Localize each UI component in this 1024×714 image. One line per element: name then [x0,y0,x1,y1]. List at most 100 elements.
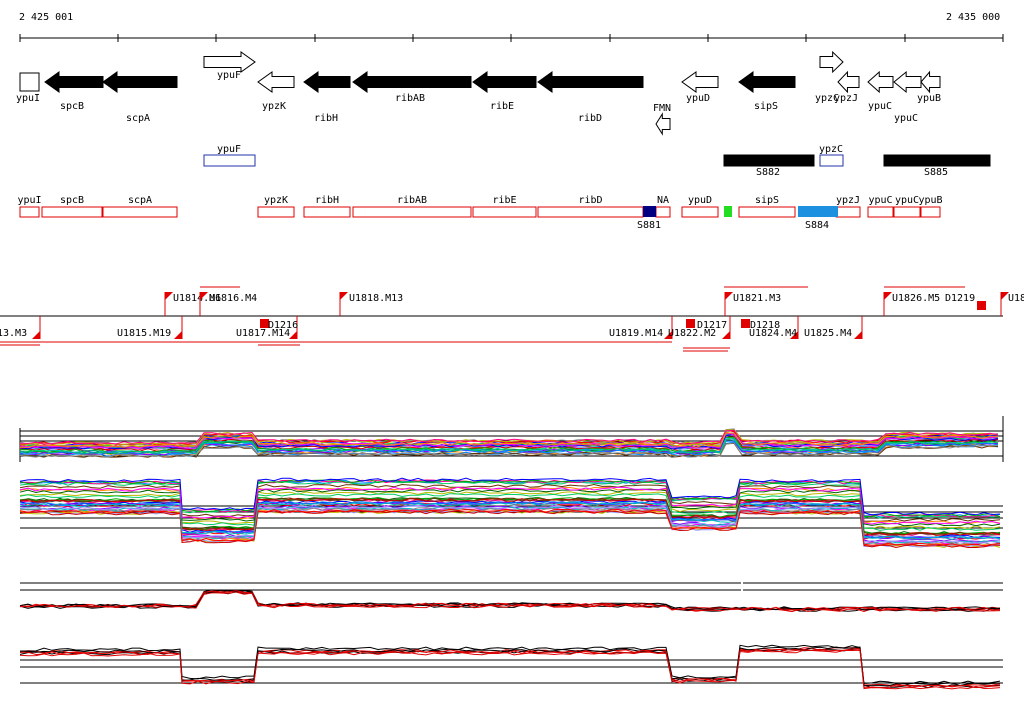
gene-scpa: scpA [102,71,178,124]
feature-label: ypuI [17,195,41,206]
segment-upper: U1818.M13 [339,292,403,316]
gene-label: ypuC [868,101,892,112]
feature-mark [798,206,838,217]
feature-label: ribAB [397,195,427,206]
gene-arrow-shape [352,71,472,93]
position-ruler [19,34,1004,42]
feature-box [102,206,178,218]
feature-box [537,206,644,218]
segment-label: U1815.M19 [117,328,171,339]
feature-label: ypuC [868,195,892,206]
gene-arrow-shape [303,71,351,93]
gene-arrow-shape [537,71,644,93]
segment-flag [854,331,862,339]
segment-label: U1814.M6 [173,293,221,304]
segment-upper: U1821.M3 [724,292,781,316]
feature-box [920,206,941,218]
segment-upper: U18 [1000,292,1024,316]
segment-label: D1217 [697,320,727,331]
segment-flag [200,292,208,300]
gene-arrow-shape [738,71,796,93]
gene-ypuc: ypuC [893,70,922,124]
segment-lower: D1217 [686,319,727,331]
segment-label: U1816.M4 [209,293,257,304]
feature-label: ribH [315,195,339,206]
feature-box [19,206,40,218]
region-ypuf [203,154,256,167]
ruler-end-label: 2 435 000 [946,12,1001,23]
gene-track: ypuI spcB scpA ypuF ypzK ribH ribAB ribE ribD FMN… [16,50,941,136]
gene-label: ypuF [217,70,241,81]
segment-flag [165,292,173,300]
deletion-mark [741,319,750,328]
profile-line-middle [19,477,1001,516]
feature-box [41,206,103,218]
segment-flag [722,331,730,339]
segment-upper: U1826.M5 [883,292,940,316]
segment-label: U1825.M4 [804,328,852,339]
segment-flag [664,331,672,339]
gene-arrow-shape [893,70,922,94]
segment-label: D1216 [268,320,298,331]
segment-label: U18 [1008,293,1024,304]
gene-ribab: ribAB [352,71,472,104]
profile-line-middle [19,510,1001,549]
feature-mark-label: S884 [805,220,829,231]
segment-label: 13.M3 [0,328,27,339]
gene-ypud: ypuD [681,71,719,104]
gene-ypzj: ypzJ [834,70,860,104]
feature-label: ypzK [264,195,288,206]
gene-arrow-shape [472,71,537,93]
gene-arrow-shape [44,71,104,93]
gene-arrow-shape [819,50,844,74]
gene-fmn: FMN [653,103,671,136]
segment-label: U1817.M14 [236,328,290,339]
feature-mark [643,206,656,217]
gene-label: FMN [653,103,671,114]
segment-label: U1818.M13 [349,293,403,304]
summary-line-lower [20,648,1001,689]
segment-lower: 13.M3 [0,316,41,339]
profile-line-upper [19,429,999,445]
gene-ribe: ribE [472,71,537,112]
summary-profile-track [19,578,1003,690]
gene-ypzk: ypzK [257,71,295,112]
gene-label: ypuI [16,93,40,104]
segment-upper: U1816.M4 [199,292,257,316]
summary-line-lower [19,648,1001,689]
feature-box [257,206,295,218]
gene-arrow-shape [867,70,894,94]
profile-line-upper [19,442,998,458]
feature-track: ypuI spcB scpA ypzK ribH ribAB ribE ribD NA ypuD s… [17,195,942,231]
feature-box [867,206,894,218]
summary-line-upper [19,589,1001,611]
feature-box [352,206,472,218]
ruler-start-label: 2 425 001 [19,12,74,23]
expression-profile-track [19,416,1004,549]
profile-line-upper [19,432,999,448]
feature-label: spcB [60,195,84,206]
region-label: ypuF [217,144,241,155]
profile-line-middle [19,486,1001,525]
feature-label: scpA [128,195,152,206]
feature-label: sipS [755,195,779,206]
gene-label: sipS [754,101,778,112]
feature-box [835,206,861,218]
segment-lower: U1822.M2 [668,316,731,339]
segment-lower: U1819.M14 [609,316,673,339]
gene-ypuc: ypuC [867,70,894,112]
gene-arrow-shape [203,51,256,73]
segment-label: U1819.M14 [609,328,663,339]
gene-arrow-shape [19,72,40,92]
deletion-mark [977,301,986,310]
gene-label: ypuD [686,93,710,104]
feature-mark-label: S881 [637,220,661,231]
gene-label: ribH [314,113,338,124]
gene-arrow-shape [102,71,178,93]
feature-label: ypuB [918,195,942,206]
segment-upper: U1814.M6 [164,292,221,316]
segment-lower: U1824.M4 [749,316,799,339]
segment-label: U1826.M5 [892,293,940,304]
segment-label: U1822.M2 [668,328,716,339]
